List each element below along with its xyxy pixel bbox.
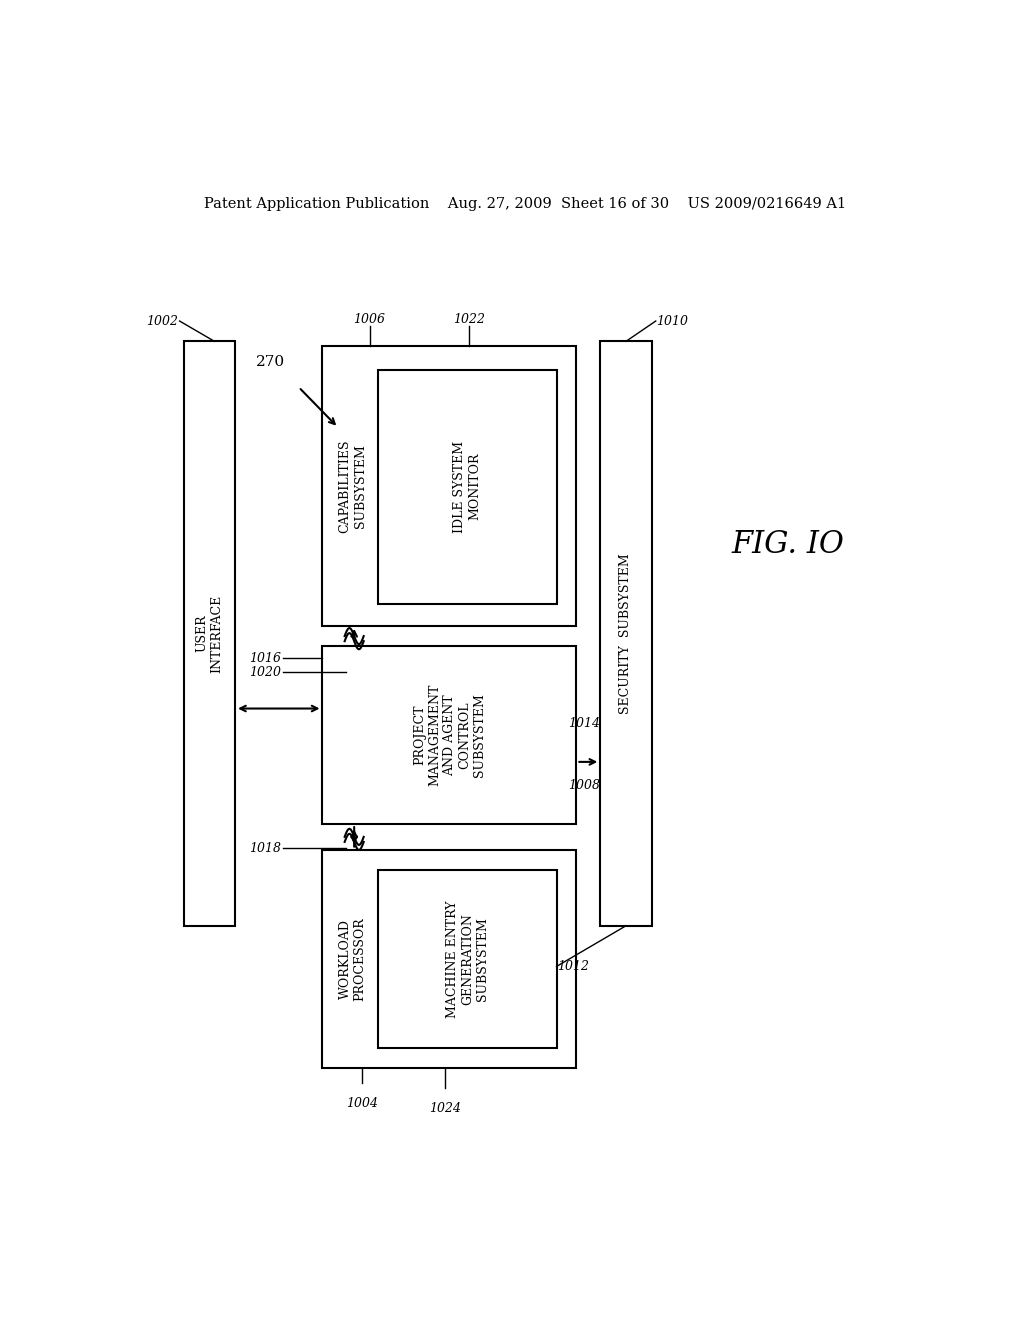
Text: USER
INTERFACE: USER INTERFACE xyxy=(196,594,223,673)
Bar xyxy=(323,346,577,626)
Text: SECURITY  SUBSYSTEM: SECURITY SUBSYSTEM xyxy=(620,553,633,714)
Text: $\mathdefault{1024}$: $\mathdefault{1024}$ xyxy=(429,1101,462,1114)
Text: $\mathdefault{1008}$: $\mathdefault{1008}$ xyxy=(568,779,602,792)
Text: $\mathdefault{1022}$: $\mathdefault{1022}$ xyxy=(453,312,485,326)
Text: FIG. IO: FIG. IO xyxy=(731,529,844,560)
Text: $\mathdefault{1012}$: $\mathdefault{1012}$ xyxy=(557,960,590,973)
Text: $\mathdefault{1020}$: $\mathdefault{1020}$ xyxy=(249,665,283,678)
Bar xyxy=(323,647,577,824)
Text: $\mathdefault{1016}$: $\mathdefault{1016}$ xyxy=(250,652,283,665)
Text: $\mathdefault{1004}$: $\mathdefault{1004}$ xyxy=(346,1096,379,1110)
Text: Patent Application Publication    Aug. 27, 2009  Sheet 16 of 30    US 2009/02166: Patent Application Publication Aug. 27, … xyxy=(204,197,846,211)
Bar xyxy=(183,342,236,925)
Text: CAPABILITIES
SUBSYSTEM: CAPABILITIES SUBSYSTEM xyxy=(339,440,367,533)
Bar xyxy=(378,870,557,1048)
Text: PROJECT
MANAGEMENT
AND AGENT
CONTROL
SUBSYSTEM: PROJECT MANAGEMENT AND AGENT CONTROL SUB… xyxy=(413,684,486,787)
Bar xyxy=(600,342,651,925)
Text: $\mathdefault{1006}$: $\mathdefault{1006}$ xyxy=(353,312,387,326)
Text: MACHINE ENTRY
GENERATION
SUBSYSTEM: MACHINE ENTRY GENERATION SUBSYSTEM xyxy=(445,900,488,1018)
Text: $\mathdefault{1002}$: $\mathdefault{1002}$ xyxy=(146,314,179,329)
Text: $\mathdefault{1018}$: $\mathdefault{1018}$ xyxy=(250,841,283,854)
Text: WORKLOAD
PROCESSOR: WORKLOAD PROCESSOR xyxy=(339,917,367,1001)
Text: $\mathdefault{1014}$: $\mathdefault{1014}$ xyxy=(568,715,601,730)
Bar xyxy=(323,850,577,1068)
Text: IDLE SYSTEM
MONITOR: IDLE SYSTEM MONITOR xyxy=(454,441,481,533)
Text: $\mathdefault{1010}$: $\mathdefault{1010}$ xyxy=(655,314,689,329)
Text: 270: 270 xyxy=(256,355,286,368)
Bar xyxy=(378,370,557,603)
